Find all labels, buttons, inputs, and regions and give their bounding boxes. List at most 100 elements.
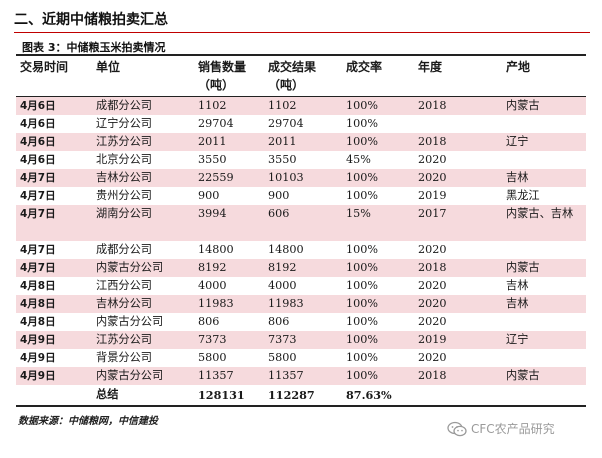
cell-unit: 江西分公司 xyxy=(96,279,152,292)
table-header-row: 交易时间 单位 销售数量（吨） 成交结果（吨） 成交率 年度 产地 xyxy=(16,56,586,96)
auction-table: 交易时间 单位 销售数量（吨） 成交结果（吨） 成交率 年度 产地 4月6日 成都… xyxy=(16,54,586,407)
cell-rate: 45% xyxy=(346,153,371,166)
header-date: 交易时间 xyxy=(20,60,69,74)
cell-year: 2018 xyxy=(418,135,447,148)
cell-origin: 辽宁 xyxy=(506,135,529,148)
cell-unit: 贵州分公司 xyxy=(96,189,152,202)
cell-year: 2020 xyxy=(418,153,447,166)
cell-date: 4月7日 xyxy=(20,244,56,256)
cell-date: 4月8日 xyxy=(20,298,56,310)
cell-deal: 11357 xyxy=(268,369,304,382)
cell-date: 4月9日 xyxy=(20,334,56,346)
header-rate: 成交率 xyxy=(346,60,383,74)
data-source-note: 数据来源：中储粮网，中信建投 xyxy=(18,416,158,427)
cell-deal: 14800 xyxy=(268,243,304,256)
cell-deal: 1102 xyxy=(268,99,297,112)
cell-sales: 2011 xyxy=(198,135,227,148)
table-row: 4月7日 吉林分公司 22559 10103 100% 2020 吉林 xyxy=(16,169,586,187)
cell-deal: 11983 xyxy=(268,297,304,310)
cell-origin: 内蒙古 xyxy=(506,99,540,112)
cell-date: 4月7日 xyxy=(20,262,56,274)
table-row: 4月6日 江苏分公司 2011 2011 100% 2018 辽宁 xyxy=(16,133,586,151)
table-body: 4月6日 成都分公司 1102 1102 100% 2018 内蒙古 4月6日 辽宁分公司 297… xyxy=(16,97,586,385)
cell-rate: 100% xyxy=(346,315,378,328)
cell-date: 4月6日 xyxy=(20,100,56,112)
cell-origin: 黑龙江 xyxy=(506,189,540,202)
cell-deal: 606 xyxy=(268,207,290,220)
cell-deal: 2011 xyxy=(268,135,297,148)
cell-sales: 4000 xyxy=(198,279,227,292)
cell-origin: 吉林 xyxy=(506,297,529,310)
cell-unit: 内蒙古分公司 xyxy=(96,315,164,328)
total-sales: 128131 xyxy=(198,388,245,402)
table-header-rule xyxy=(16,96,586,97)
cell-date: 4月7日 xyxy=(20,208,56,220)
cell-year: 2020 xyxy=(418,351,447,364)
cell-rate: 100% xyxy=(346,99,378,112)
table-top-rule xyxy=(16,54,586,56)
cell-date: 4月6日 xyxy=(20,136,56,148)
cell-deal: 10103 xyxy=(268,171,304,184)
table-row: 4月7日 内蒙古分公司 8192 8192 100% 2018 内蒙古 xyxy=(16,259,586,277)
cell-year: 2020 xyxy=(418,171,447,184)
cell-date: 4月6日 xyxy=(20,118,56,130)
cell-rate: 100% xyxy=(346,171,378,184)
table-row: 4月7日 湖南分公司 3994 606 15% 2017 内蒙古、吉林 xyxy=(16,205,586,241)
cell-year: 2020 xyxy=(418,297,447,310)
cell-unit: 吉林分公司 xyxy=(96,297,152,310)
cell-rate: 100% xyxy=(346,297,378,310)
cell-origin: 内蒙古、吉林 xyxy=(506,207,574,220)
cell-deal: 3550 xyxy=(268,153,297,166)
section-divider xyxy=(14,32,590,33)
cell-date: 4月7日 xyxy=(20,172,56,184)
cell-unit: 内蒙古分公司 xyxy=(96,261,164,274)
cell-unit: 内蒙古分公司 xyxy=(96,369,164,382)
table-row: 4月7日 贵州分公司 900 900 100% 2019 黑龙江 xyxy=(16,187,586,205)
cell-sales: 8192 xyxy=(198,261,227,274)
cell-sales: 22559 xyxy=(198,171,234,184)
cell-unit: 背景分公司 xyxy=(96,351,152,364)
cell-sales: 5800 xyxy=(198,351,227,364)
cell-unit: 辽宁分公司 xyxy=(96,117,152,130)
header-sales-qty: 销售数量（吨） xyxy=(198,60,247,92)
total-rate: 87.63% xyxy=(346,388,392,402)
cell-year: 2018 xyxy=(418,369,447,382)
cell-sales: 29704 xyxy=(198,117,234,130)
table-row: 4月6日 成都分公司 1102 1102 100% 2018 内蒙古 xyxy=(16,97,586,115)
cell-rate: 100% xyxy=(346,369,378,382)
table-row: 4月9日 内蒙古分公司 11357 11357 100% 2018 内蒙古 xyxy=(16,367,586,385)
cell-deal: 7373 xyxy=(268,333,297,346)
cell-rate: 100% xyxy=(346,243,378,256)
table-row: 4月7日 成都分公司 14800 14800 100% 2020 xyxy=(16,241,586,259)
cell-rate: 100% xyxy=(346,135,378,148)
total-label: 总结 xyxy=(96,388,119,401)
cell-date: 4月8日 xyxy=(20,316,56,328)
table-row: 4月8日 吉林分公司 11983 11983 100% 2020 吉林 xyxy=(16,295,586,313)
cell-year: 2018 xyxy=(418,99,447,112)
table-total-row: 总结 128131 112287 87.63% xyxy=(16,385,586,405)
cell-sales: 806 xyxy=(198,315,220,328)
table-bottom-rule xyxy=(16,405,586,407)
cell-sales: 3994 xyxy=(198,207,227,220)
cell-deal: 29704 xyxy=(268,117,304,130)
cell-deal: 4000 xyxy=(268,279,297,292)
cell-year: 2020 xyxy=(418,315,447,328)
cell-deal: 8192 xyxy=(268,261,297,274)
header-year: 年度 xyxy=(418,60,443,74)
cell-rate: 100% xyxy=(346,279,378,292)
cell-origin: 内蒙古 xyxy=(506,369,540,382)
section-title: 二、近期中储粮拍卖汇总 xyxy=(14,12,168,28)
cell-sales: 900 xyxy=(198,189,220,202)
header-origin: 产地 xyxy=(506,60,531,74)
cell-sales: 11357 xyxy=(198,369,234,382)
wechat-icon xyxy=(447,421,467,436)
cell-deal: 806 xyxy=(268,315,290,328)
cell-unit: 北京分公司 xyxy=(96,153,152,166)
cell-date: 4月9日 xyxy=(20,370,56,382)
table-row: 4月9日 江苏分公司 7373 7373 100% 2019 辽宁 xyxy=(16,331,586,349)
cell-sales: 14800 xyxy=(198,243,234,256)
cell-date: 4月9日 xyxy=(20,352,56,364)
cell-origin: 吉林 xyxy=(506,279,529,292)
cell-date: 4月7日 xyxy=(20,190,56,202)
table-row: 4月8日 江西分公司 4000 4000 100% 2020 吉林 xyxy=(16,277,586,295)
